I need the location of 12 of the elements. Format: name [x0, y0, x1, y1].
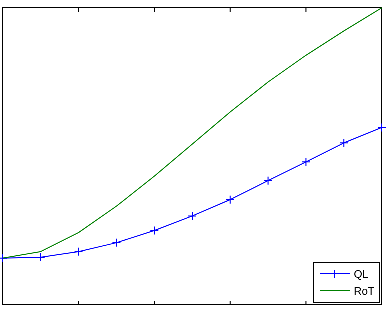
point [340, 138, 349, 148]
point [36, 252, 46, 262]
point [226, 195, 235, 204]
point [264, 176, 273, 186]
legend-label: QL [354, 269, 369, 281]
legend-label: RoT [354, 286, 376, 298]
point [378, 123, 386, 132]
point [150, 226, 160, 236]
point [112, 238, 122, 248]
point [188, 212, 197, 221]
point [74, 247, 84, 256]
point [302, 158, 311, 167]
